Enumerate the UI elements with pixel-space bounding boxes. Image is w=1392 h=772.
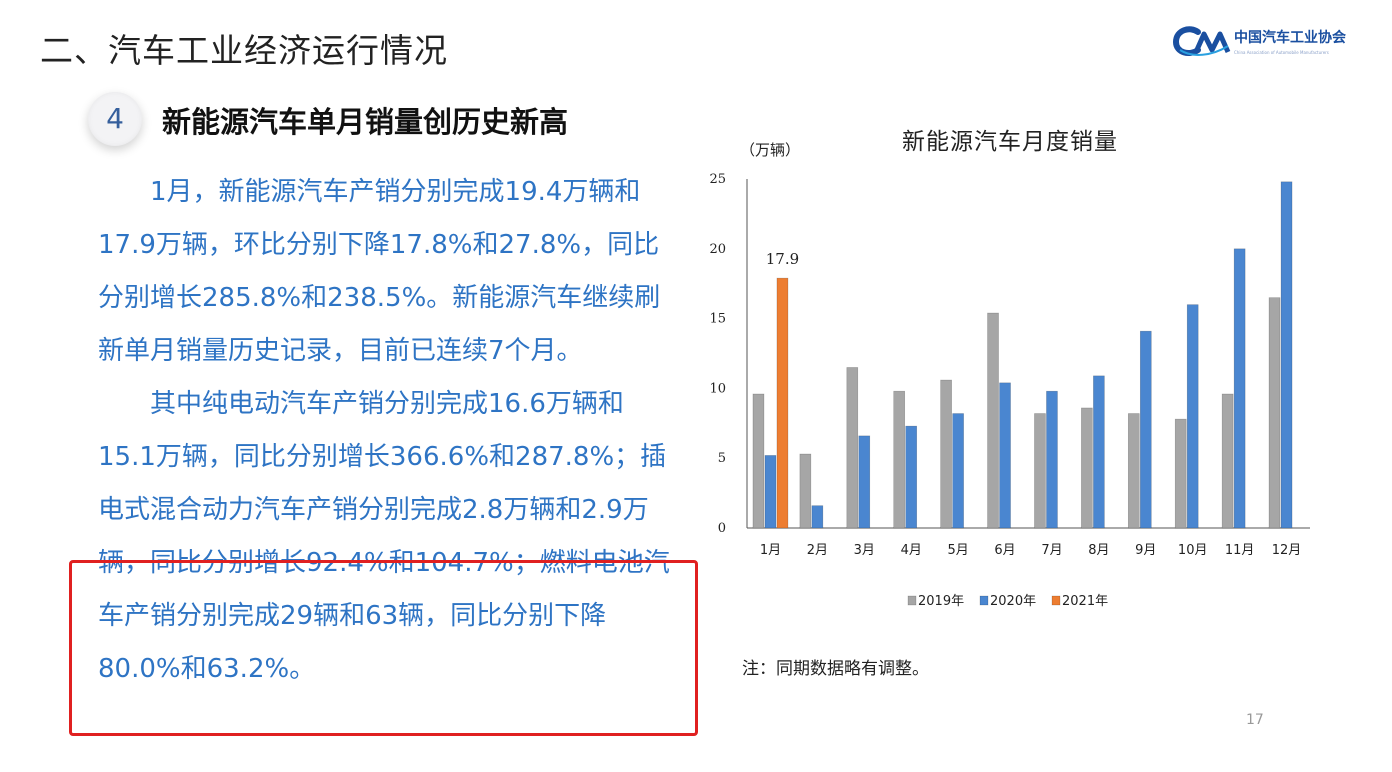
y-tick-label: 25 — [709, 172, 726, 187]
x-tick-label: 4月 — [901, 543, 922, 558]
bar-2019年-7月 — [1034, 413, 1046, 529]
bar-2020年-1月 — [764, 455, 777, 529]
x-tick-label: 5月 — [947, 543, 968, 558]
bar-2020年-6月 — [999, 382, 1011, 529]
bar-2020年-2月 — [811, 505, 824, 529]
y-axis-unit: （万辆） — [740, 141, 800, 159]
bar-2019年-4月 — [893, 390, 906, 529]
bar-2019年-1月 — [752, 393, 765, 529]
x-tick-label: 12月 — [1272, 543, 1302, 558]
subsection-title: 新能源汽车单月销量创历史新高 — [162, 105, 569, 139]
paragraph-2: 其中纯电动汽车产销分别完成16.6万辆和15.1万辆，同比分别增长366.6%和… — [98, 389, 670, 684]
bar-2020年-7月 — [1046, 390, 1058, 529]
x-tick-label: 2月 — [807, 543, 828, 558]
bar-2019年-12月 — [1268, 297, 1281, 529]
x-tick-label: 8月 — [1088, 543, 1109, 558]
data-label: 17.9 — [766, 250, 799, 268]
body-text: 1月，新能源汽车产销分别完成19.4万辆和17.9万辆，环比分别下降17.8%和… — [98, 166, 670, 696]
monthly-sales-chart: 新能源汽车月度销量 （万辆） 0 5 10 15 20 25 1月 2月 3月 4月 5月 6月 7月… — [709, 129, 1310, 609]
x-tick-label: 6月 — [994, 543, 1015, 558]
y-tick-label: 0 — [718, 521, 726, 536]
y-tick-label: 20 — [709, 242, 726, 257]
y-tick-label: 10 — [709, 381, 726, 396]
x-tick-label: 9月 — [1135, 543, 1156, 558]
section-title: 二、汽车工业经济运行情况 — [40, 31, 448, 70]
legend-label: 2019年 — [918, 594, 964, 609]
bar-2020年-4月 — [905, 425, 918, 529]
bar-2020年-12月 — [1280, 181, 1293, 529]
bar-2019年-8月 — [1081, 407, 1093, 529]
bar-2019年-11月 — [1221, 393, 1234, 529]
bar-2020年-11月 — [1233, 248, 1246, 529]
legend-swatch — [1051, 595, 1061, 606]
chart-note: 注：同期数据略有调整。 — [742, 659, 929, 679]
bar-2020年-5月 — [952, 413, 964, 529]
caam-logo-icon — [1172, 26, 1231, 57]
bar-2020年-3月 — [858, 435, 871, 529]
logo: 中国汽车工业协会 China Association of Automobile… — [1172, 20, 1372, 64]
page-number: 17 — [1246, 712, 1264, 728]
bar-2019年-9月 — [1127, 413, 1140, 529]
logo-text: 中国汽车工业协会 — [1234, 30, 1346, 46]
legend-label: 2021年 — [1062, 594, 1108, 609]
x-tick-label: 3月 — [854, 543, 875, 558]
paragraph-1: 1月，新能源汽车产销分别完成19.4万辆和17.9万辆，环比分别下降17.8%和… — [98, 177, 661, 366]
legend-swatch — [907, 595, 917, 606]
bar-2020年-9月 — [1139, 330, 1152, 529]
chart-title: 新能源汽车月度销量 — [902, 129, 1118, 155]
logo-subtext: China Association of Automobile Manufact… — [1234, 50, 1329, 55]
x-tick-label: 10月 — [1178, 543, 1208, 558]
y-tick-label: 5 — [718, 451, 726, 466]
bar-2019年-6月 — [987, 312, 999, 529]
bar-2019年-5月 — [940, 379, 952, 529]
x-tick-label: 11月 — [1225, 543, 1255, 558]
legend-swatch — [979, 595, 989, 606]
bar-2019年-2月 — [799, 453, 812, 529]
bar-2019年-10月 — [1174, 418, 1187, 529]
highlight-box — [69, 560, 698, 736]
y-tick-label: 15 — [709, 312, 726, 327]
bar-2021年-1月 — [776, 277, 789, 529]
bar-2020年-10月 — [1186, 304, 1199, 529]
bar-2019年-3月 — [846, 367, 859, 529]
section-number-badge: 4 — [88, 92, 142, 146]
bar-2020年-8月 — [1093, 375, 1105, 529]
x-tick-label: 7月 — [1041, 543, 1062, 558]
legend-label: 2020年 — [990, 594, 1036, 609]
x-tick-label: 1月 — [760, 543, 781, 558]
